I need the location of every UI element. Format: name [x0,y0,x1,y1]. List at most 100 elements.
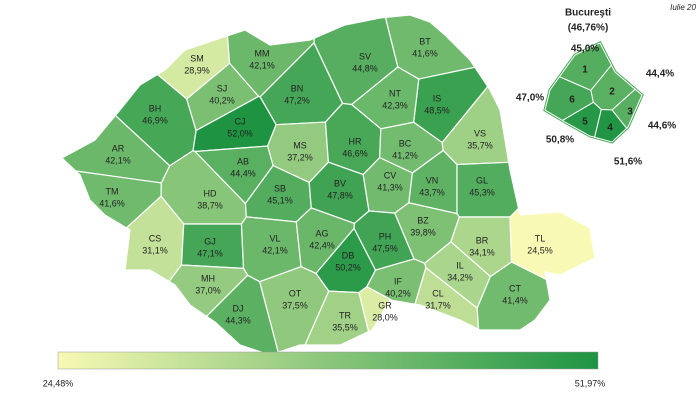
sector-value: 50,8% [546,135,574,146]
county-code: VN [426,175,439,185]
sector-value: 47,0% [516,93,544,104]
county [258,266,330,354]
county-value: 39,8% [410,227,436,237]
county-value: 41,3% [377,182,403,192]
county-value: 46,9% [142,115,168,125]
county-value: 38,7% [197,200,223,210]
county-value: 44,8% [352,63,378,73]
county-value: 24,5% [527,245,553,255]
bucuresti-total: (46,76%) [568,23,609,34]
county-code: CS [149,233,162,243]
county-code: CV [384,170,397,180]
county-value: 47,1% [197,248,223,258]
county-code: BT [419,36,431,46]
sector-number: 3 [627,107,633,118]
scale-max-label: 51,97% [575,378,606,388]
date-label: Iulie 20 [670,3,696,12]
county-value: 28,0% [372,312,398,322]
sector-value: 45,0% [571,44,599,55]
county-code: IF [394,276,403,286]
county-value: 47,5% [372,243,398,253]
county-value: 41,6% [99,198,125,208]
county-value: 43,7% [419,187,445,197]
county-code: NT [389,88,401,98]
county-value: 34,1% [469,247,495,257]
county-value: 41,2% [392,150,418,160]
county-code: OT [289,288,302,298]
sector-value: 51,6% [614,157,642,168]
county-value: 37,0% [195,285,221,295]
county-code: SJ [217,83,228,93]
county-code: IL [456,260,464,270]
county-code: DJ [233,303,244,313]
county-code: GL [476,175,488,185]
county [168,264,249,318]
county-code: MM [255,48,270,58]
county-code: SM [190,53,204,63]
county-value: 46,6% [342,148,368,158]
county-code: GR [378,300,392,310]
sector-number: 5 [582,117,588,128]
county-code: VL [269,233,280,243]
county-code: SV [359,51,371,61]
county-value: 50,2% [335,262,361,272]
county-code: CL [432,288,444,298]
bucuresti-title: Bucureşti [565,8,611,19]
county-value: 42,1% [105,155,131,165]
county-code: SB [274,183,286,193]
county-value: 42,3% [382,100,408,110]
county-value: 37,5% [282,300,308,310]
county-value: 44,3% [225,315,251,325]
county-code: CJ [235,116,246,126]
county-value: 35,5% [332,322,358,332]
county-value: 35,7% [467,140,493,150]
county-code: GJ [204,236,216,246]
county-code: BN [291,83,304,93]
county [476,261,551,331]
county-value: 52,0% [227,128,253,138]
county-value: 40,2% [385,288,411,298]
sector-number: 6 [569,95,575,106]
county-code: AR [112,143,125,153]
county-value: 47,8% [327,190,353,200]
sector-number: 1 [582,65,588,76]
county-code: VS [474,128,486,138]
scale-min-label: 24,48% [43,378,74,388]
county-value: 45,3% [469,187,495,197]
county-value: 42,4% [309,240,335,250]
county [509,207,596,281]
county-value: 37,2% [287,152,313,162]
sector-value: 44,6% [648,121,676,132]
county-value: 40,2% [209,95,235,105]
county-value: 34,2% [447,272,473,282]
county-code: CT [509,283,521,293]
county-value: 45,1% [267,195,293,205]
sector [544,76,594,122]
sector-number: 4 [607,123,613,134]
county-code: TL [535,233,546,243]
county-code: BZ [417,215,429,225]
sector [611,88,643,130]
county-value: 44,4% [230,168,256,178]
county-code: BV [334,178,346,188]
county-code: AG [315,228,328,238]
county-code: DB [342,250,355,260]
county-code: BH [149,103,162,113]
county-value: 42,1% [262,245,288,255]
county-code: TM [106,186,119,196]
county-code: IS [433,93,442,103]
county-value: 41,6% [412,48,438,58]
county-code: MH [201,273,215,283]
color-scale [57,351,599,370]
county-code: BC [399,138,412,148]
sector-value: 44,4% [646,69,674,80]
county-code: MS [293,140,307,150]
sector-number: 2 [609,87,615,98]
county-value: 47,2% [284,95,310,105]
county-code: PH [379,231,392,241]
county-value: 48,5% [424,105,450,115]
county-code: HR [349,136,362,146]
county-value: 42,1% [249,60,275,70]
county-value: 31,7% [425,300,451,310]
county-value: 28,9% [184,65,210,75]
